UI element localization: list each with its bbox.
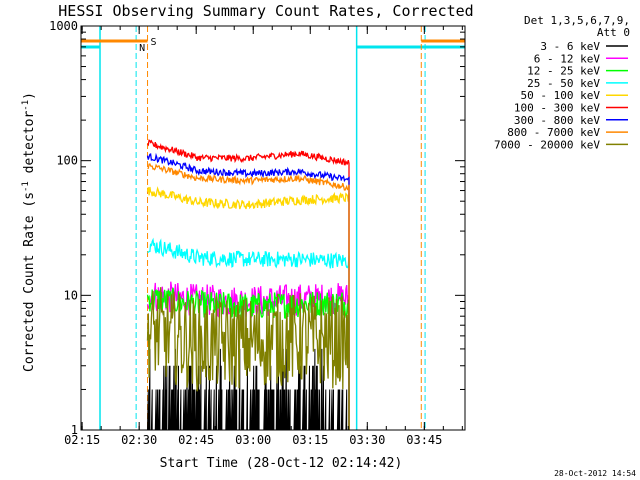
x-tick-label: 03:45	[406, 433, 442, 447]
legend-entry-label: 12 - 25 keV	[527, 65, 600, 78]
y-tick-label: 1000	[49, 19, 78, 33]
legend-entry-label: 800 - 7000 keV	[507, 126, 600, 139]
x-tick-label: 03:30	[349, 433, 385, 447]
series-line	[147, 139, 350, 430]
plot-area: SN	[81, 26, 465, 431]
x-tick-label: 03:15	[292, 433, 328, 447]
y-tick-label: 10	[64, 288, 78, 302]
axes: 02:15 02:30 02:45 03:00 03:15 03:30 03:45 1 10 10…	[49, 19, 466, 447]
chart-title: HESSI Observing Summary Count Rates, Cor…	[58, 2, 473, 20]
x-tick-label: 03:00	[235, 433, 271, 447]
legend-header-1: Det 1,3,5,6,7,9,	[524, 14, 630, 27]
x-tick-label: 02:45	[178, 433, 214, 447]
legend-entry-label: 6 - 12 keV	[534, 52, 601, 65]
legend-entry-label: 25 - 50 keV	[527, 77, 600, 90]
plot-frame	[80, 25, 466, 431]
series-line	[146, 281, 350, 430]
series-line	[146, 152, 350, 430]
series-line	[147, 163, 350, 430]
legend-header-2: Att 0	[597, 26, 630, 39]
flag-s: S	[151, 37, 157, 48]
series-line	[146, 287, 350, 430]
legend-entry-label: 50 - 100 keV	[521, 89, 601, 102]
x-tick-label: 02:30	[121, 433, 157, 447]
legend-entry-label: 3 - 6 keV	[540, 40, 600, 53]
series-line	[146, 186, 350, 430]
x-axis-label: Start Time (28-Oct-12 02:14:42)	[160, 456, 403, 471]
series-line	[147, 237, 350, 430]
y-tick-label: 100	[56, 154, 78, 168]
y-axis-label: Corrected Count Rate (s-1 detector-1)	[21, 92, 37, 372]
legend-entry-label: 100 - 300 keV	[514, 102, 600, 115]
legend-entry-label: 300 - 800 keV	[514, 114, 600, 127]
x-tick-label: 02:15	[64, 433, 100, 447]
timestamp: 28-Oct-2012 14:54	[554, 469, 636, 478]
y-tick-label: 1	[71, 423, 78, 437]
flag-n: N	[139, 43, 145, 54]
legend-entry-label: 7000 - 20000 keV	[494, 138, 600, 151]
